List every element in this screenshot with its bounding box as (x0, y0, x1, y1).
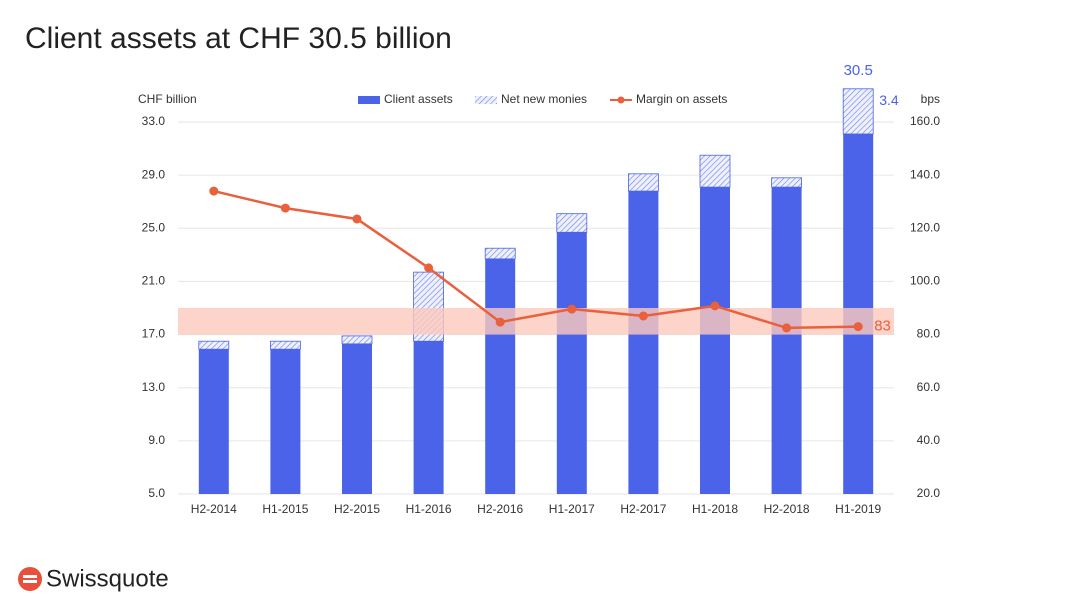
x-tick-label: H1-2016 (406, 502, 452, 516)
bar (628, 191, 659, 495)
chart-title: Client assets at CHF 30.5 billion (25, 22, 452, 55)
bar (198, 349, 229, 494)
legend-swatch (617, 96, 625, 104)
x-tick-label: H2-2014 (191, 502, 237, 516)
value-label: 3.4 (879, 92, 899, 108)
line-point (424, 263, 434, 273)
y2-tick-label: 80.0 (917, 327, 941, 341)
bar (485, 258, 516, 494)
bar (341, 335, 373, 345)
x-tick-label: H1-2019 (835, 502, 881, 516)
bar (771, 177, 802, 188)
y2-tick-label: 40.0 (917, 433, 941, 447)
y2-tick-label: 60.0 (917, 380, 941, 394)
brand: Swissquote (46, 565, 169, 592)
y-axis-label: CHF billion (138, 92, 197, 106)
bar (628, 173, 659, 192)
y2-tick-label: 140.0 (910, 167, 940, 181)
line-point (352, 214, 362, 224)
bar (270, 349, 301, 494)
bar (484, 247, 516, 260)
bar (771, 187, 802, 494)
y-tick-label: 21.0 (142, 274, 166, 288)
x-tick-label: H1-2017 (549, 502, 595, 516)
line-point (710, 301, 720, 311)
line-point (567, 304, 577, 314)
y-tick-label: 13.0 (142, 380, 166, 394)
legend-swatch (358, 96, 380, 104)
y-tick-label: 25.0 (142, 220, 166, 234)
y-tick-label: 5.0 (148, 486, 165, 500)
value-label: 83 (874, 318, 891, 335)
bar (269, 340, 301, 350)
x-tick-label: H2-2017 (620, 502, 666, 516)
total-label: 30.5 (844, 62, 873, 79)
bar (699, 154, 731, 188)
bar (842, 88, 874, 135)
legend-label: Net new monies (501, 92, 587, 106)
band (178, 308, 894, 335)
y2-tick-label: 160.0 (910, 114, 940, 128)
line-point (495, 317, 505, 327)
bar (413, 341, 444, 494)
y-tick-label: 17.0 (142, 327, 166, 341)
x-tick-label: H2-2018 (764, 502, 810, 516)
legend-label: Client assets (384, 92, 453, 106)
x-tick-label: H1-2015 (262, 502, 308, 516)
legend-label: Margin on assets (636, 92, 727, 106)
bar (198, 340, 230, 350)
y-tick-label: 33.0 (142, 114, 166, 128)
legend-swatch (475, 96, 497, 104)
y2-axis-label: bps (921, 92, 940, 106)
line-point (280, 203, 290, 213)
line-point (782, 323, 792, 333)
line-point (209, 186, 219, 196)
logo-icon (18, 567, 42, 591)
bar (556, 213, 588, 233)
bar (342, 343, 372, 494)
bar (700, 187, 730, 494)
y-tick-label: 29.0 (142, 167, 166, 181)
y2-tick-label: 20.0 (917, 486, 941, 500)
line-point (638, 311, 648, 321)
line-point (853, 322, 863, 332)
y2-tick-label: 100.0 (910, 274, 940, 288)
x-tick-label: H2-2016 (477, 502, 523, 516)
logo-mark (23, 575, 37, 578)
logo-mark (23, 580, 37, 583)
x-tick-label: H1-2018 (692, 502, 738, 516)
y2-tick-label: 120.0 (910, 220, 940, 234)
line (213, 189, 859, 330)
bar (556, 232, 587, 494)
y-tick-label: 9.0 (148, 433, 165, 447)
x-tick-label: H2-2015 (334, 502, 380, 516)
